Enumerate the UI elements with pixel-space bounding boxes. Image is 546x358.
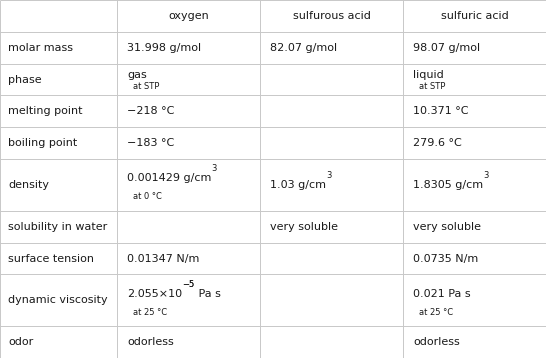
Text: odor: odor (8, 337, 33, 347)
Text: 0.001429 g/cm: 0.001429 g/cm (127, 173, 212, 183)
Text: 279.6 °C: 279.6 °C (413, 138, 462, 148)
Text: density: density (8, 180, 49, 190)
Text: Pa s: Pa s (195, 289, 221, 299)
Text: 3: 3 (327, 171, 332, 180)
Text: −218 °C: −218 °C (127, 106, 175, 116)
Text: oxygen: oxygen (169, 11, 209, 21)
Text: 1.8305 g/cm: 1.8305 g/cm (413, 180, 484, 190)
Text: 0.01347 N/m: 0.01347 N/m (127, 253, 200, 263)
Text: 3: 3 (212, 164, 217, 173)
Text: sulfuric acid: sulfuric acid (441, 11, 509, 21)
Text: 98.07 g/mol: 98.07 g/mol (413, 43, 480, 53)
Text: 2.055×10: 2.055×10 (127, 289, 182, 299)
Text: dynamic viscosity: dynamic viscosity (8, 295, 108, 305)
Text: melting point: melting point (8, 106, 82, 116)
Text: 3: 3 (484, 171, 489, 180)
Text: at 25 °C: at 25 °C (133, 308, 167, 317)
Text: at STP: at STP (419, 82, 446, 91)
Text: odorless: odorless (413, 337, 460, 347)
Text: at 25 °C: at 25 °C (419, 308, 453, 317)
Text: odorless: odorless (127, 337, 174, 347)
Text: at 0 °C: at 0 °C (133, 192, 162, 201)
Text: 0.021 Pa s: 0.021 Pa s (413, 289, 471, 299)
Text: at STP: at STP (133, 82, 159, 91)
Text: gas: gas (127, 71, 147, 81)
Text: liquid: liquid (413, 71, 444, 81)
Text: very soluble: very soluble (270, 222, 339, 232)
Text: boiling point: boiling point (8, 138, 78, 148)
Text: surface tension: surface tension (8, 253, 94, 263)
Text: 10.371 °C: 10.371 °C (413, 106, 469, 116)
Text: 1.03 g/cm: 1.03 g/cm (270, 180, 327, 190)
Text: sulfurous acid: sulfurous acid (293, 11, 371, 21)
Text: 82.07 g/mol: 82.07 g/mol (270, 43, 337, 53)
Text: −5: −5 (182, 280, 195, 289)
Text: very soluble: very soluble (413, 222, 482, 232)
Text: −5: −5 (182, 280, 195, 289)
Text: solubility in water: solubility in water (8, 222, 108, 232)
Text: phase: phase (8, 74, 42, 84)
Text: 0.0735 N/m: 0.0735 N/m (413, 253, 479, 263)
Text: 31.998 g/mol: 31.998 g/mol (127, 43, 201, 53)
Text: −183 °C: −183 °C (127, 138, 175, 148)
Text: molar mass: molar mass (8, 43, 73, 53)
